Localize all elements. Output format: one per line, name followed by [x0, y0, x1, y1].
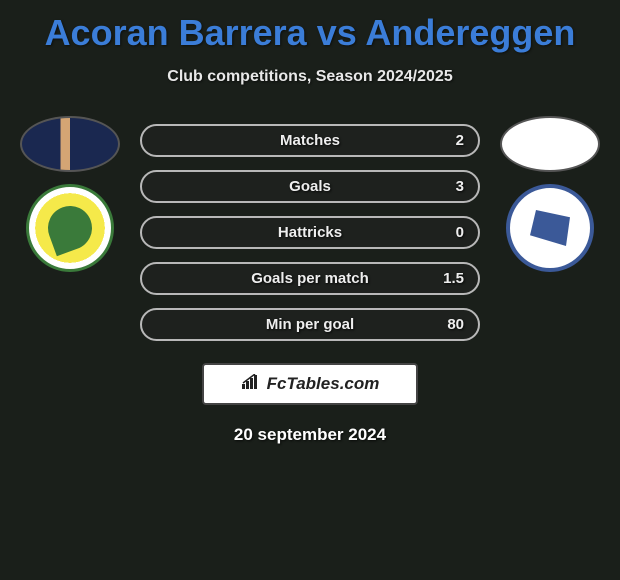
stat-value: 80 [447, 316, 464, 333]
stat-value: 1.5 [443, 270, 464, 287]
page-title: Acoran Barrera vs Andereggen [0, 0, 620, 54]
chart-icon [241, 374, 261, 395]
stat-row: Hattricks 0 [140, 216, 480, 249]
stat-value: 2 [456, 132, 464, 149]
stat-label: Goals [289, 178, 331, 195]
player2-club-badge [506, 184, 594, 272]
left-player-column [10, 116, 130, 272]
stat-label: Min per goal [266, 316, 354, 333]
player1-club-badge [26, 184, 114, 272]
player1-photo [20, 116, 120, 172]
stat-row: Goals per match 1.5 [140, 262, 480, 295]
content-area: Matches 2 Goals 3 Hattricks 0 Goals per … [0, 116, 620, 445]
stat-row: Min per goal 80 [140, 308, 480, 341]
date-text: 20 september 2024 [0, 425, 620, 445]
subtitle: Club competitions, Season 2024/2025 [0, 68, 620, 86]
right-player-column [490, 116, 610, 272]
stat-row: Matches 2 [140, 124, 480, 157]
stats-list: Matches 2 Goals 3 Hattricks 0 Goals per … [140, 116, 480, 341]
stat-value: 3 [456, 178, 464, 195]
stat-label: Matches [280, 132, 340, 149]
stat-label: Goals per match [251, 270, 369, 287]
player2-photo [500, 116, 600, 172]
stat-row: Goals 3 [140, 170, 480, 203]
brand-box[interactable]: FcTables.com [202, 363, 418, 405]
stat-label: Hattricks [278, 224, 342, 241]
stat-value: 0 [456, 224, 464, 241]
brand-text: FcTables.com [267, 374, 380, 394]
